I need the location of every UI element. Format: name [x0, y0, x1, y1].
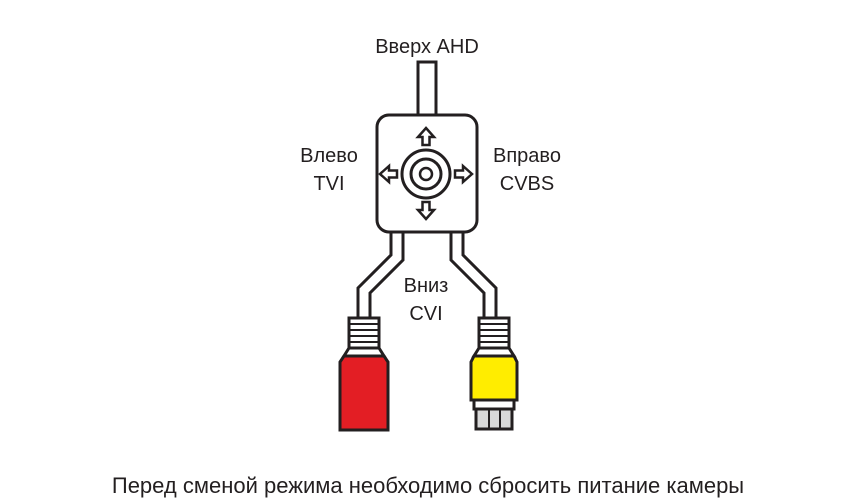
label-left-standard: TVI [313, 173, 344, 195]
label-up: Вверх AHD [375, 36, 479, 58]
left-cable [356, 232, 405, 320]
label-down-standard: CVI [409, 303, 442, 325]
label-down-mode: Вниз [404, 275, 449, 297]
rca-plug-red [338, 316, 390, 432]
label-right-mode: Вправо [493, 145, 561, 167]
arrow-right-icon [453, 163, 474, 185]
right-cable [449, 232, 498, 320]
arrow-up-icon [415, 126, 437, 147]
arrow-down-icon [415, 200, 437, 221]
bnc-plug-yellow [469, 316, 519, 431]
footer-note: Перед сменой режима необходимо сбросить … [112, 473, 744, 498]
label-left-mode: Влево [300, 145, 358, 167]
label-right-standard: CVBS [500, 173, 554, 195]
top-cable [416, 60, 438, 122]
arrow-left-icon [378, 163, 399, 185]
joystick-icon [400, 148, 452, 200]
